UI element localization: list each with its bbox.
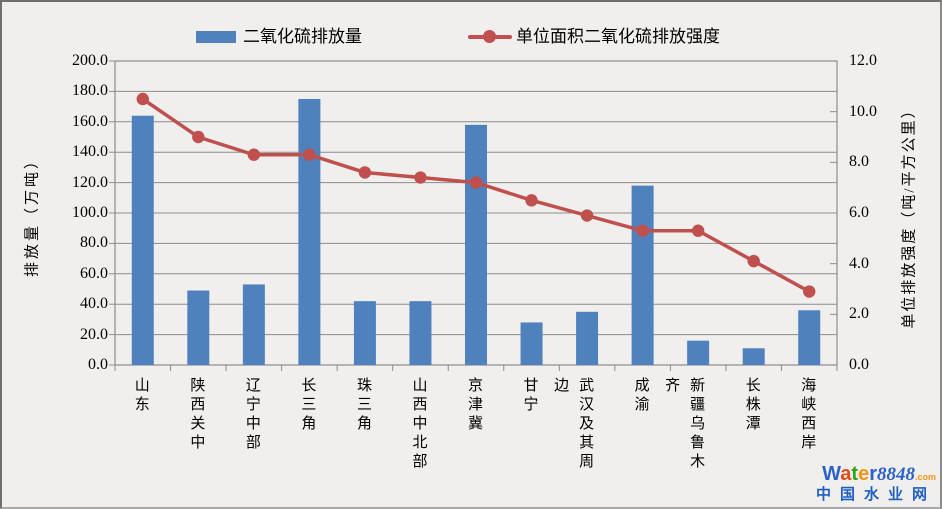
watermark-letter: W bbox=[822, 463, 841, 486]
line-marker-山西中北部 bbox=[414, 171, 427, 184]
bar-珠三角 bbox=[353, 301, 376, 365]
category-label-山东: 山东 bbox=[132, 377, 149, 415]
line-marker-山东 bbox=[136, 92, 149, 106]
bar-山东 bbox=[131, 115, 154, 365]
bar-长三角 bbox=[298, 99, 321, 365]
bar-辽宁中部 bbox=[242, 284, 265, 365]
line-marker-海峡西岸 bbox=[803, 285, 816, 298]
bar-新疆乌鲁木齐 bbox=[687, 340, 710, 365]
watermark-site-name: 中国水业网 bbox=[815, 486, 936, 504]
line-marker-武汉及其周边 bbox=[580, 209, 594, 222]
legend-bar-swatch bbox=[196, 31, 236, 43]
category-label-新疆乌鲁木齐: 新疆乌鲁木齐 bbox=[663, 377, 705, 472]
right-axis-tick-label: 12.0 bbox=[849, 52, 877, 69]
bar-成渝 bbox=[631, 185, 654, 365]
left-axis-tick-label: 100.0 bbox=[72, 204, 108, 221]
bar-武汉及其周边 bbox=[576, 311, 599, 365]
category-label-陕西关中: 陕西关中 bbox=[188, 377, 205, 453]
watermark-number: 8848 bbox=[876, 464, 915, 486]
category-label-山西中北部: 山西中北部 bbox=[410, 377, 427, 472]
watermark-tld: .com bbox=[914, 472, 936, 483]
left-axis-tick-label: 120.0 bbox=[72, 173, 108, 191]
category-label-京津冀: 京津冀 bbox=[466, 377, 482, 434]
left-axis-tick-label: 60.0 bbox=[80, 264, 108, 282]
line-marker-辽宁中部 bbox=[247, 148, 261, 161]
left-axis-tick-label: 40.0 bbox=[80, 295, 108, 313]
bar-陕西关中 bbox=[187, 290, 210, 365]
category-label-海峡西岸: 海峡西岸 bbox=[799, 377, 816, 453]
left-axis-tick-label: 80.0 bbox=[80, 234, 108, 252]
category-label-武汉及其周边: 武汉及其周边 bbox=[552, 377, 594, 472]
bar-山西中北部 bbox=[409, 301, 432, 365]
right-axis-tick-label: 10.0 bbox=[849, 102, 877, 120]
watermark-letter: t bbox=[851, 463, 859, 486]
line-marker-长三角 bbox=[303, 148, 316, 161]
category-label-长三角: 长三角 bbox=[299, 377, 316, 434]
left-axis-tick-label: 200.0 bbox=[72, 52, 108, 69]
right-axis-tick-label: 2.0 bbox=[849, 305, 869, 323]
watermark-letter: r bbox=[869, 463, 877, 486]
bar-长株潭 bbox=[742, 348, 765, 365]
legend-line-marker-icon bbox=[483, 30, 496, 43]
left-axis-tick-label: 160.0 bbox=[72, 112, 108, 130]
watermark-brand: Water8848.com bbox=[816, 464, 936, 485]
bar-京津冀 bbox=[465, 124, 487, 365]
left-axis-tick-label: 180.0 bbox=[72, 82, 108, 100]
category-label-长株潭: 长株潭 bbox=[743, 377, 760, 434]
line-marker-新疆乌鲁木齐 bbox=[691, 224, 705, 237]
category-label-辽宁中部: 辽宁中部 bbox=[243, 377, 260, 453]
left-axis-tick-label: 140.0 bbox=[72, 143, 108, 161]
line-marker-珠三角 bbox=[358, 166, 372, 179]
left-axis-title: 排放量（万吨） bbox=[24, 150, 41, 278]
left-axis-tick-label: 0.0 bbox=[88, 356, 108, 373]
watermark-letter: e bbox=[858, 463, 870, 486]
right-axis-tick-label: 0.0 bbox=[849, 356, 869, 373]
line-marker-京津冀 bbox=[469, 176, 483, 189]
watermark-letter: a bbox=[840, 463, 852, 486]
line-marker-甘宁 bbox=[525, 194, 538, 207]
category-label-珠三角: 珠三角 bbox=[354, 377, 371, 434]
watermark: Water8848.com 中国水业网 bbox=[816, 464, 936, 503]
left-axis-tick-label: 20.0 bbox=[80, 325, 108, 343]
line-marker-陕西关中 bbox=[192, 130, 205, 144]
legend-line-label: 单位面积二氧化硫排放强度 bbox=[516, 27, 720, 46]
line-marker-长株潭 bbox=[747, 254, 760, 268]
bar-海峡西岸 bbox=[798, 310, 821, 365]
line-marker-成渝 bbox=[636, 224, 649, 237]
category-label-成渝: 成渝 bbox=[632, 377, 649, 415]
right-axis-title: 单位排放强度（吨/平方公里） bbox=[901, 101, 918, 329]
category-label-甘宁: 甘宁 bbox=[521, 377, 538, 415]
right-axis-tick-label: 6.0 bbox=[849, 204, 869, 221]
right-axis-tick-label: 8.0 bbox=[849, 153, 869, 171]
bar-甘宁 bbox=[520, 322, 543, 365]
right-axis-tick-label: 4.0 bbox=[849, 254, 869, 272]
legend-bar-label: 二氧化硫排放量 bbox=[243, 27, 362, 46]
